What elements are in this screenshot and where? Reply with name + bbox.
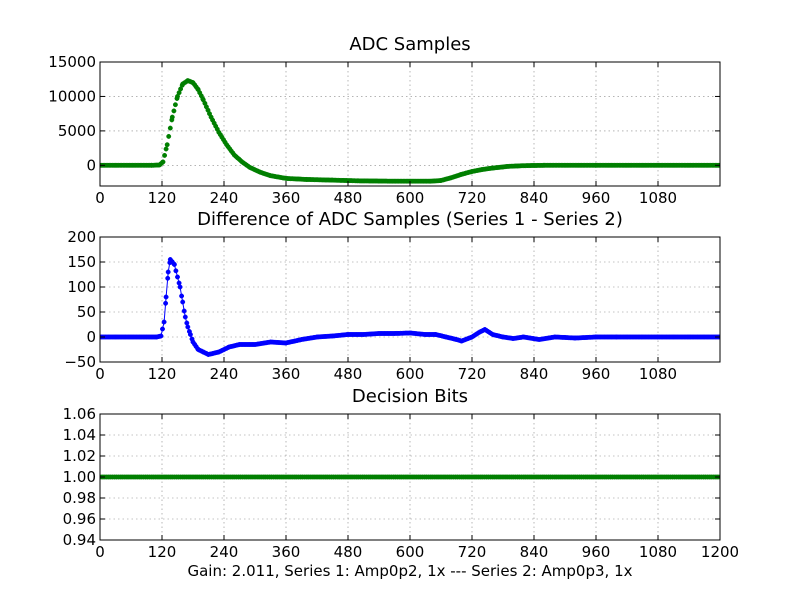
- data-point: [164, 142, 170, 148]
- x-tick-label: 1080: [639, 365, 677, 383]
- series-difference: [100, 257, 720, 357]
- y-tick-label: 15000: [48, 53, 96, 71]
- x-tick-label: 0: [95, 189, 105, 207]
- data-point: [160, 159, 166, 165]
- y-tick-label: 0.94: [63, 531, 96, 549]
- data-point: [161, 319, 167, 325]
- data-point: [182, 314, 188, 320]
- data-point: [162, 152, 168, 158]
- y-tick-label: 0: [86, 156, 96, 174]
- x-tick-label: 360: [272, 189, 301, 207]
- data-point: [176, 280, 182, 286]
- figure-caption: Gain: 2.011, Series 1: Amp0p2, 1x --- Se…: [187, 562, 632, 580]
- x-tick-label: 600: [396, 543, 425, 561]
- x-tick-label: 720: [458, 543, 487, 561]
- x-tick-label: 480: [334, 189, 363, 207]
- y-tick-label: 0: [86, 328, 96, 346]
- y-tick-label: 1.06: [63, 405, 96, 423]
- x-tick-label: 120: [148, 189, 177, 207]
- data-point: [163, 294, 169, 300]
- data-point: [160, 326, 165, 332]
- data-point: [185, 324, 191, 330]
- y-tick-label: 1.00: [63, 468, 96, 486]
- x-tick-label: 240: [210, 543, 239, 561]
- series-adc-samples: [100, 78, 720, 184]
- x-tick-label: 960: [582, 365, 611, 383]
- data-point: [173, 268, 179, 274]
- x-tick-label: 840: [520, 543, 549, 561]
- data-point: [181, 308, 187, 314]
- y-tick-label: 0.98: [63, 489, 96, 507]
- data-point: [165, 275, 171, 281]
- chart-title: Decision Bits: [352, 386, 468, 407]
- data-point: [172, 102, 178, 108]
- x-tick-label: 0: [95, 543, 105, 561]
- x-tick-label: 1080: [639, 543, 677, 561]
- x-tick-label: 600: [396, 365, 425, 383]
- x-tick-label: 960: [582, 189, 611, 207]
- y-tick-label: 100: [67, 278, 96, 296]
- x-tick-label: 360: [272, 365, 301, 383]
- x-tick-label: 480: [334, 365, 363, 383]
- y-tick-label: 50: [77, 303, 96, 321]
- x-tick-label: 360: [272, 543, 301, 561]
- data-point: [163, 300, 169, 306]
- chart-panels: 0 120 240 360 480 600 720 840 960 108005000100001…: [48, 34, 739, 561]
- x-tick-label: 240: [210, 365, 239, 383]
- data-point: [163, 146, 169, 152]
- data-point: [180, 299, 186, 305]
- chart-adc-samples: 0 120 240 360 480 600 720 840 960 1080 0 5000 10000 1…: [48, 34, 721, 207]
- data-point: [158, 333, 164, 339]
- data-point: [175, 274, 180, 280]
- y-tick-label: 1.04: [63, 426, 96, 444]
- chart-title: Difference of ADC Samples (Series 1 - Se…: [197, 209, 623, 230]
- x-tick-label: 240: [210, 189, 239, 207]
- y-tick-label: 150: [67, 253, 96, 271]
- x-tick-label: 960: [582, 543, 611, 561]
- x-tick-label: 720: [458, 189, 487, 207]
- x-tick-label: 1200: [701, 543, 739, 561]
- chart-title: ADC Samples: [349, 34, 470, 55]
- x-tick-label: 600: [396, 189, 425, 207]
- x-tick-label: 120: [148, 365, 177, 383]
- x-tick-label: 840: [520, 189, 549, 207]
- y-tick-label: 200: [67, 228, 96, 246]
- x-tick-label: 1080: [639, 189, 677, 207]
- data-point: [184, 320, 190, 326]
- data-point: [167, 125, 173, 131]
- data-point: [171, 262, 177, 267]
- data-point: [165, 269, 171, 275]
- x-tick-label: 840: [520, 365, 549, 383]
- y-tick-label: −50: [64, 353, 96, 371]
- data-point: [166, 133, 172, 139]
- data-point: [171, 108, 177, 114]
- x-tick-label: 720: [458, 365, 487, 383]
- data-point: [177, 284, 183, 290]
- y-tick-label: 10000: [48, 87, 96, 105]
- data-point: [187, 332, 193, 337]
- x-tick-label: 0: [95, 365, 105, 383]
- y-tick-label: 1.02: [63, 447, 96, 465]
- x-tick-label: 480: [334, 543, 363, 561]
- data-point: [169, 114, 175, 120]
- series-decision-bits: [100, 474, 720, 480]
- y-tick-label: 5000: [58, 122, 96, 140]
- data-point: [179, 293, 185, 299]
- y-tick-label: 0.96: [63, 510, 96, 528]
- chart-difference: 0 120 240 360 480 600 720 840 960 1080−5005010015…: [64, 209, 721, 383]
- x-tick-label: 120: [148, 543, 177, 561]
- chart-decision-bits: 0 120 240 360 480 600 720 840 960 1080 1200 0.94 0.9…: [63, 386, 740, 561]
